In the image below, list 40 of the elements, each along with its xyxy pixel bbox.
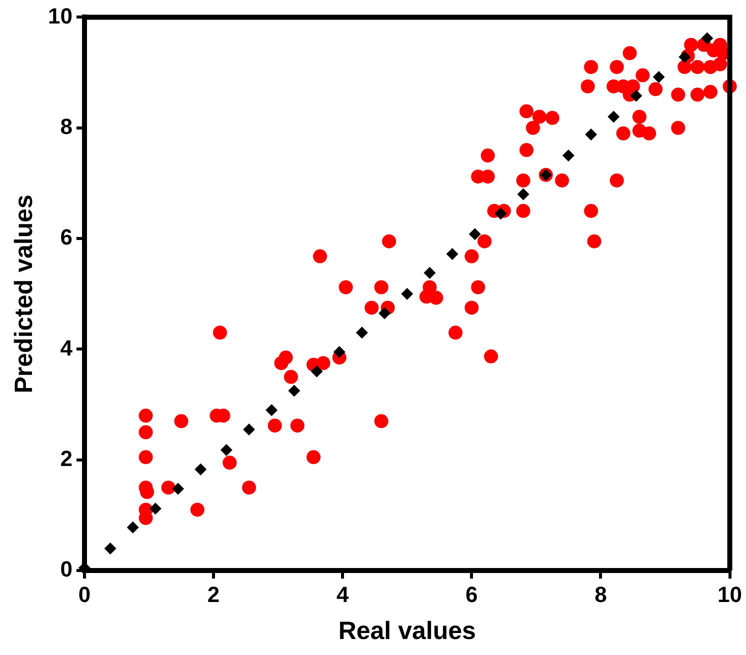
point xyxy=(288,384,300,397)
point xyxy=(494,208,507,220)
x-tick-label: 4 xyxy=(336,582,350,607)
point xyxy=(678,51,691,64)
point xyxy=(468,228,481,240)
point xyxy=(194,463,207,476)
point xyxy=(126,521,139,534)
point xyxy=(562,150,574,162)
y-axis-title: Predicted values xyxy=(10,194,38,394)
point xyxy=(266,404,278,416)
point xyxy=(401,288,414,300)
point xyxy=(333,346,346,358)
x-axis-title: Real values xyxy=(338,616,476,645)
point xyxy=(424,266,436,279)
point xyxy=(517,188,530,200)
point xyxy=(378,307,391,320)
x-tick-label: 6 xyxy=(466,582,478,607)
y-tick-label: 10 xyxy=(48,3,72,28)
point xyxy=(356,326,368,339)
y-tick-label: 8 xyxy=(60,114,72,139)
y-tick-label: 4 xyxy=(60,335,74,360)
point xyxy=(701,32,714,44)
point xyxy=(630,90,642,102)
y-tick-label: 6 xyxy=(60,224,72,250)
x-tick-label: 8 xyxy=(594,582,607,607)
point xyxy=(243,423,256,436)
point xyxy=(585,128,598,141)
x-tick-label: 0 xyxy=(78,582,91,607)
y-tick-label: 0 xyxy=(60,556,72,582)
point xyxy=(104,542,116,554)
point xyxy=(172,482,184,495)
x-tick-label: 10 xyxy=(718,582,742,607)
point xyxy=(446,248,458,260)
point xyxy=(310,365,323,378)
point xyxy=(652,70,665,83)
point xyxy=(608,110,620,123)
y-tick-label: 2 xyxy=(60,446,72,471)
x-tick-label: 2 xyxy=(207,582,220,607)
point xyxy=(149,502,162,515)
point xyxy=(220,444,232,456)
